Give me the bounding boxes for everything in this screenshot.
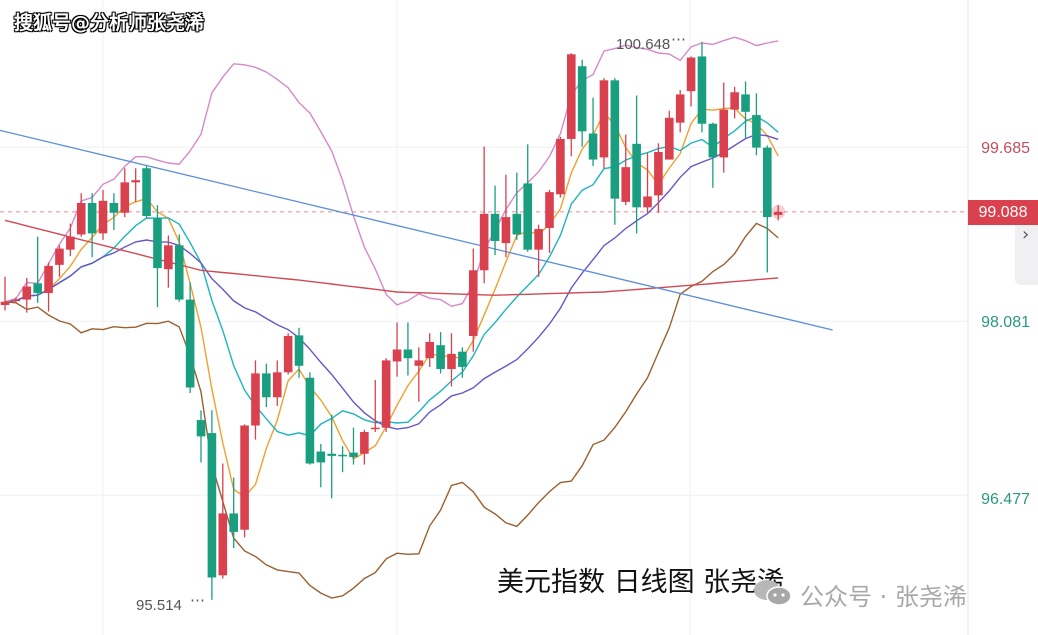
wechat-account: 公众号 · 张尧浠: [800, 583, 967, 611]
candle-body: [403, 349, 413, 359]
candle-body: [22, 286, 32, 300]
candle-body: [763, 147, 772, 218]
candle-body: [185, 299, 195, 388]
candle-body: [360, 432, 369, 454]
y-tick-label: 96.477: [981, 491, 1030, 508]
candle-body: [719, 109, 729, 158]
candle-body: [392, 349, 402, 362]
watermark: 搜狐号@分析师张尧浠: [14, 12, 205, 34]
candle-body: [294, 335, 304, 366]
candle-body: [697, 56, 707, 124]
candle-body: [556, 138, 565, 195]
candle-body: [447, 353, 456, 370]
candle-body: [283, 335, 293, 373]
candle-body: [501, 217, 511, 244]
candle-body: [643, 196, 652, 208]
candle-body: [229, 513, 238, 532]
trendline: [0, 129, 833, 331]
candle-body: [425, 341, 435, 359]
chevron-right-icon[interactable]: ›: [1022, 224, 1030, 245]
candle-body: [11, 299, 21, 302]
candle-body: [44, 265, 53, 294]
candle-body: [479, 213, 489, 271]
y-tick-label: 98.081: [981, 314, 1030, 331]
candle-body: [588, 133, 598, 160]
candle-body: [240, 425, 249, 530]
y-tick-label: 99.685: [981, 140, 1030, 157]
side-panel-toggle[interactable]: [1015, 205, 1038, 285]
candle-body: [33, 283, 42, 294]
candle-body: [272, 372, 282, 398]
low-annotation: 95.514: [136, 597, 182, 614]
candle-body: [218, 513, 228, 576]
candle-body: [0, 301, 10, 306]
candle-body: [381, 360, 391, 428]
candle-body: [752, 115, 761, 148]
candle-body: [458, 351, 467, 367]
bollinger_upper-20-line: [4, 36, 779, 308]
candle-body: [66, 236, 75, 250]
candle-body: [164, 245, 173, 270]
candle-body: [55, 248, 64, 265]
candle-body: [142, 168, 151, 217]
candle-body: [327, 453, 336, 456]
candle-body: [523, 183, 533, 250]
candle-body: [577, 66, 587, 132]
candle-body: [741, 94, 750, 112]
high-annotation: 100.648: [616, 36, 671, 53]
candle-body: [773, 211, 783, 215]
candle-body: [512, 213, 522, 235]
candle-body: [76, 202, 86, 235]
long-ma-line: [4, 219, 779, 296]
candle-body: [686, 57, 696, 92]
candle-body: [545, 192, 554, 228]
candle-body: [316, 451, 326, 463]
candle-body: [153, 218, 162, 269]
sma-5-line: [4, 107, 779, 498]
candle-body: [251, 373, 260, 426]
current-price-glow: [771, 204, 786, 219]
high-annotation-dots: ⋯: [671, 31, 686, 48]
candle-body: [610, 80, 620, 199]
candle-body: [196, 420, 206, 437]
candle-body: [566, 54, 576, 139]
candle-body: [599, 80, 609, 158]
candle-body: [207, 433, 217, 578]
candle-body: [436, 345, 445, 370]
candle-body: [174, 245, 184, 300]
bollinger_lower-20-line: [4, 222, 779, 599]
sma-20-line: [4, 133, 779, 430]
candle-body: [708, 123, 718, 158]
candle-body: [730, 92, 739, 110]
candle-body: [262, 373, 271, 398]
candle-body: [534, 229, 543, 250]
candle-body: [98, 200, 108, 234]
candle-body: [632, 143, 641, 208]
candle-body: [349, 452, 358, 457]
wechat-icon: [754, 580, 792, 606]
candle-body: [675, 94, 685, 123]
candle-body: [120, 182, 130, 213]
candle-body: [305, 377, 315, 464]
sma-10-line: [4, 115, 779, 437]
chart-caption: 美元指数 日线图 张尧浠: [497, 567, 785, 598]
candle-body: [109, 202, 119, 213]
candle-body: [664, 117, 674, 160]
current-price-label: 99.088: [968, 200, 1038, 225]
candle-body: [654, 151, 663, 196]
candle-body: [338, 454, 347, 457]
candle-body: [621, 167, 631, 202]
candle-body: [414, 360, 424, 366]
candle-body: [468, 270, 478, 336]
candle-body: [370, 427, 380, 430]
low-annotation-dots: ⋯: [190, 592, 205, 609]
candle-body: [131, 180, 140, 183]
candle-body: [87, 202, 97, 234]
candle-body: [490, 213, 500, 241]
